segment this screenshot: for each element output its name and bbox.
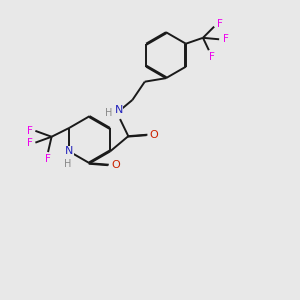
- Text: F: F: [223, 34, 229, 44]
- Text: N: N: [65, 146, 74, 157]
- Text: N: N: [114, 105, 123, 115]
- Text: F: F: [209, 52, 215, 62]
- Text: F: F: [217, 19, 222, 29]
- Text: F: F: [45, 154, 51, 164]
- Text: H: H: [64, 159, 71, 169]
- Text: F: F: [27, 138, 32, 148]
- Text: O: O: [111, 160, 120, 170]
- Text: O: O: [149, 130, 158, 140]
- Text: H: H: [105, 108, 112, 118]
- Text: F: F: [27, 126, 32, 136]
